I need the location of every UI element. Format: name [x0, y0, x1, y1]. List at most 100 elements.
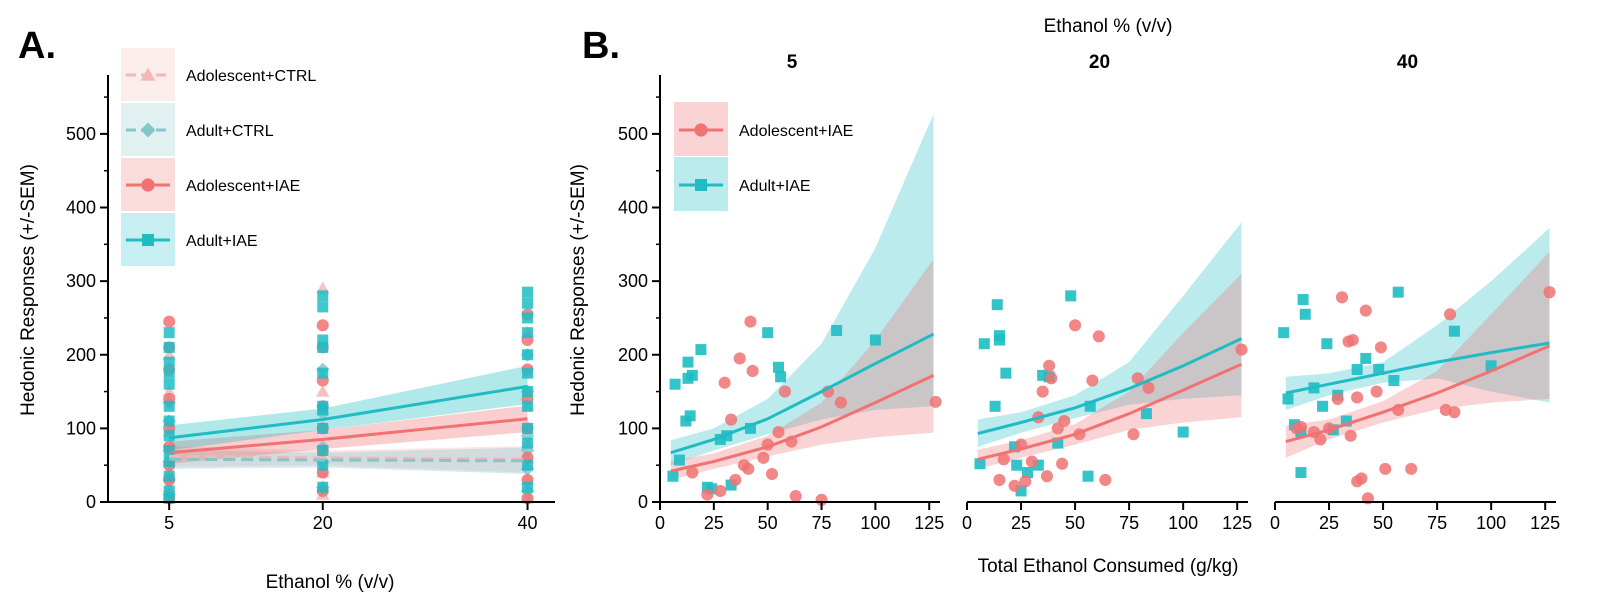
data-point-adolescent-iae [686, 466, 699, 479]
data-point-adolescent-iae [993, 473, 1006, 486]
facet-5-x-tick-label: 75 [812, 513, 832, 533]
data-point-adolescent-iae [1045, 372, 1058, 385]
legend-label-adult-ctrl: Adult+CTRL [186, 123, 274, 140]
panel-a-y-tick-label: 500 [66, 124, 96, 144]
ci-band-adult-iae [977, 222, 1242, 447]
facet-label-40: 40 [1397, 52, 1418, 73]
data-point-adolescent-iae [714, 484, 727, 498]
facet-40-x-tick-label: 75 [1427, 513, 1447, 533]
data-point-adult-iae [1084, 400, 1096, 412]
panel-a-letter: A. [18, 25, 56, 67]
fit-line-adult-iae [670, 332, 935, 455]
data-point-adolescent-iae [733, 352, 746, 365]
data-point-adult-iae [1065, 290, 1077, 302]
data-point-adult-iae [317, 301, 329, 313]
data-point-adult-iae [1052, 437, 1064, 449]
data-point-adult-iae [163, 485, 175, 497]
data-point-adult-iae [978, 338, 990, 350]
data-point-adult-iae [163, 356, 175, 368]
panel-a-y-tick-label: 400 [66, 198, 96, 218]
data-point-adult-iae [1373, 363, 1385, 375]
data-point-adolescent-iae [1448, 406, 1461, 419]
data-point-adult-iae [1037, 369, 1049, 381]
data-point-adolescent-iae [1025, 455, 1038, 468]
data-point-adult-iae [669, 378, 681, 390]
panel-a-y-tick-label: 100 [66, 418, 96, 438]
data-point-adult-iae [993, 330, 1005, 342]
panel-a-axes: 0 100 200 300 400 500 5 20 40 [66, 75, 555, 533]
data-point-adult-iae [163, 367, 175, 379]
facet-20-x-tick-label: 100 [1168, 513, 1198, 533]
panel-b-y-tick-label: 0 [638, 492, 648, 512]
panel-a-x-tick-label: 40 [518, 513, 538, 533]
data-point-adult-iae [522, 312, 534, 324]
facet-5-x-tick-label: 50 [758, 513, 778, 533]
legend-label-adult-iae: Adult+IAE [186, 233, 258, 250]
data-point-adult-iae [163, 341, 175, 353]
data-point-adult-iae [1032, 459, 1044, 471]
legend-marker-adolescent-ctrl [140, 67, 156, 81]
data-point-adult-iae [991, 299, 1003, 311]
data-point-adult-iae [522, 459, 534, 471]
data-point-adult-iae [1351, 363, 1363, 375]
facet-40-x-tick-label: 50 [1373, 513, 1393, 533]
data-point-adult-iae [684, 410, 696, 422]
legend-marker-adult-ctrl [140, 122, 156, 138]
data-point-adolescent-iae [778, 385, 791, 398]
data-point-adult-iae [317, 367, 329, 379]
facet-label-20: 20 [1089, 52, 1110, 73]
data-point-adult-iae [522, 367, 534, 379]
data-point-adult-iae [1321, 338, 1333, 350]
data-point-adolescent-iae [1008, 479, 1021, 492]
facet-5-x-tick-label: 125 [914, 513, 944, 533]
fit-line-adolescent-iae [1285, 344, 1551, 444]
facet-5-x-tick-label: 100 [860, 513, 890, 533]
ci-band-adult-iae [169, 365, 528, 451]
data-point-adult-iae [974, 458, 986, 470]
facet-20-x-tick-label: 125 [1222, 513, 1252, 533]
panel-a-y-tick-label: 0 [86, 492, 96, 512]
ci-band-adult-ctrl [169, 447, 528, 474]
ci-band-adolescent-ctrl [169, 446, 528, 473]
data-point-adult-iae [1015, 485, 1027, 497]
ci-band-adult-iae [670, 114, 934, 466]
panel-b: B. Ethanol % (v/v) 50 25 50 75 100 1250100200… [568, 16, 1560, 577]
facet-40-x-tick-label: 125 [1530, 513, 1560, 533]
data-point-adult-iae [686, 369, 698, 381]
panel-b-y-tick-label: 500 [618, 124, 648, 144]
data-point-adult-iae [1448, 325, 1460, 337]
data-point-adolescent-iae [772, 426, 785, 439]
data-point-adult-iae [772, 361, 784, 373]
legend-label-adolescent-ctrl: Adolescent+CTRL [186, 68, 316, 85]
data-point-adolescent-iae [1344, 429, 1357, 442]
data-point-adult-iae [522, 297, 534, 309]
data-point-adult-iae [317, 481, 329, 493]
data-point-adolescent-iae [1040, 470, 1054, 483]
facet-5-x-tick-label: 25 [704, 513, 724, 533]
data-point-adolescent-iae [1036, 385, 1049, 398]
panel-a: A. 0 100 200 300 400 500 5 20 40 Ethanol % (v/v)… [18, 25, 555, 593]
data-point-adolescent-iae [1346, 333, 1359, 347]
data-point-adult-iae [1485, 360, 1497, 372]
data-point-adult-iae [831, 324, 843, 336]
data-point-adult-iae [317, 444, 329, 456]
fit-line-adult-iae [977, 337, 1243, 435]
data-point-adult-iae [1278, 327, 1290, 339]
data-point-adult-iae [163, 444, 175, 456]
legend-marker-adult-iae [142, 234, 154, 246]
data-point-adult-iae [673, 454, 685, 466]
panel-b-y-tick-label: 200 [618, 345, 648, 365]
data-point-adult-iae [522, 327, 534, 339]
data-point-adolescent-iae [1543, 286, 1556, 299]
data-point-adult-iae [1295, 467, 1307, 479]
data-point-adult-iae [1317, 400, 1329, 412]
panel-b-legend: Adolescent+IAE Adult+IAE [674, 102, 853, 211]
data-point-adult-iae [1177, 426, 1189, 438]
data-point-adult-iae [163, 415, 175, 427]
data-point-adolescent-iae [1235, 343, 1248, 356]
data-point-adult-iae [1140, 408, 1152, 420]
data-point-adult-iae [1082, 470, 1094, 482]
legend-marker-adolescent-iae [141, 178, 155, 192]
data-point-adolescent-iae [834, 396, 847, 409]
